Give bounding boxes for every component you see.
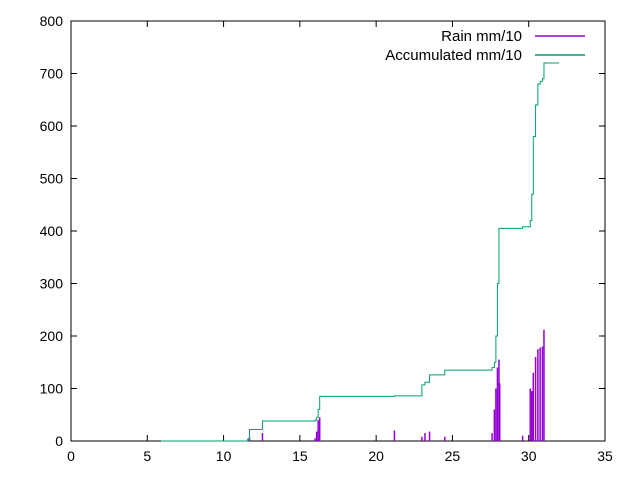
x-tick-label: 0 (67, 448, 75, 464)
x-tick-label: 15 (292, 448, 308, 464)
plot-frame (70, 20, 606, 442)
x-tick-label: 5 (143, 448, 151, 464)
y-tick-label: 200 (40, 328, 64, 344)
y-tick-label: 800 (40, 13, 64, 29)
series-0 (247, 329, 545, 441)
y-tick-label: 500 (40, 171, 64, 187)
legend: Rain mm/10 Accumulated mm/10 (385, 28, 585, 64)
accumulated-line (161, 62, 560, 442)
legend-label: Accumulated mm/10 (385, 47, 522, 64)
y-tick-label: 300 (40, 276, 64, 292)
x-tick-label: 35 (597, 448, 613, 464)
x-tick-label: 20 (368, 448, 384, 464)
x-tick-label: 25 (445, 448, 461, 464)
y-tick-label: 0 (55, 433, 63, 449)
y-tick-label: 100 (40, 381, 64, 397)
series-1 (161, 62, 560, 442)
y-tick-label: 400 (40, 223, 64, 239)
y-tick-label: 700 (40, 66, 64, 82)
legend-label: Rain mm/10 (441, 28, 522, 45)
x-tick-label: 10 (216, 448, 232, 464)
x-tick-label: 30 (521, 448, 537, 464)
y-tick-label: 600 (40, 118, 64, 134)
series-layer (161, 62, 560, 442)
axis-ticks: 0 5 10 15 20 25 30 35 0 100 200 300 400 500 600 700 800 (40, 13, 613, 464)
